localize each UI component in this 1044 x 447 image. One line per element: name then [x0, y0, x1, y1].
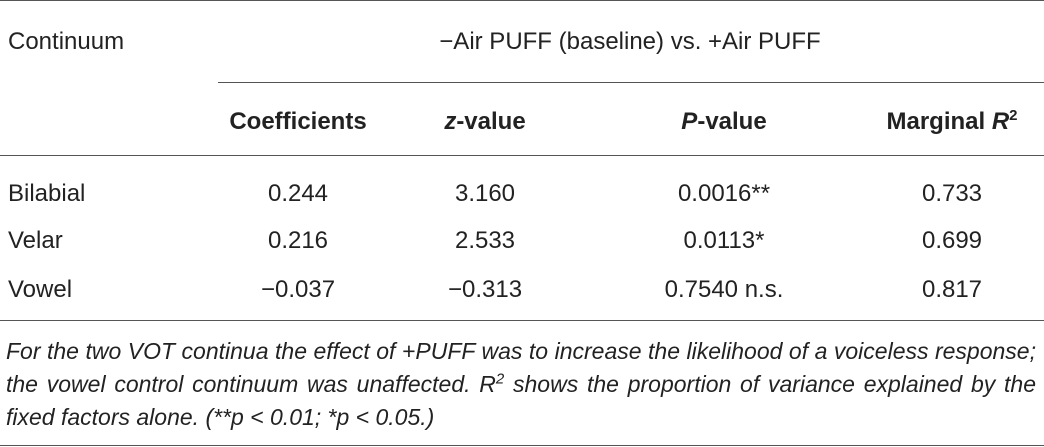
top-rule [0, 0, 1044, 1]
cell: 0.0113* [683, 227, 765, 254]
continuum-label: Continuum [8, 28, 125, 55]
column-header: Coefficients [229, 108, 367, 135]
cell: −0.037 [260, 276, 336, 303]
body-rule [0, 320, 1044, 321]
row-label: Bilabial [8, 180, 86, 207]
group-rule [218, 82, 1044, 83]
cell: 0.699 [921, 227, 983, 254]
cell: 0.216 [267, 227, 329, 254]
cell: −0.313 [447, 276, 523, 303]
cell: 2.533 [454, 227, 516, 254]
column-header: Marginal R2 [886, 107, 1018, 135]
bottom-rule [0, 445, 1044, 446]
cell: 0.244 [267, 180, 329, 207]
group-label: −Air PUFF (baseline) vs. +Air PUFF [439, 28, 821, 55]
header-rule [0, 155, 1044, 156]
row-label: Velar [8, 227, 63, 254]
cell: 0.7540 n.s. [664, 276, 784, 303]
cell: 0.0016** [677, 180, 771, 207]
cell: 0.817 [921, 276, 983, 303]
footnote: For the two VOT continua the effect of +… [6, 338, 1036, 430]
cell: 3.160 [454, 180, 516, 207]
column-header: z-value [444, 108, 526, 135]
cell: 0.733 [921, 180, 983, 207]
row-label: Vowel [8, 276, 73, 303]
column-header: P-value [681, 108, 767, 135]
